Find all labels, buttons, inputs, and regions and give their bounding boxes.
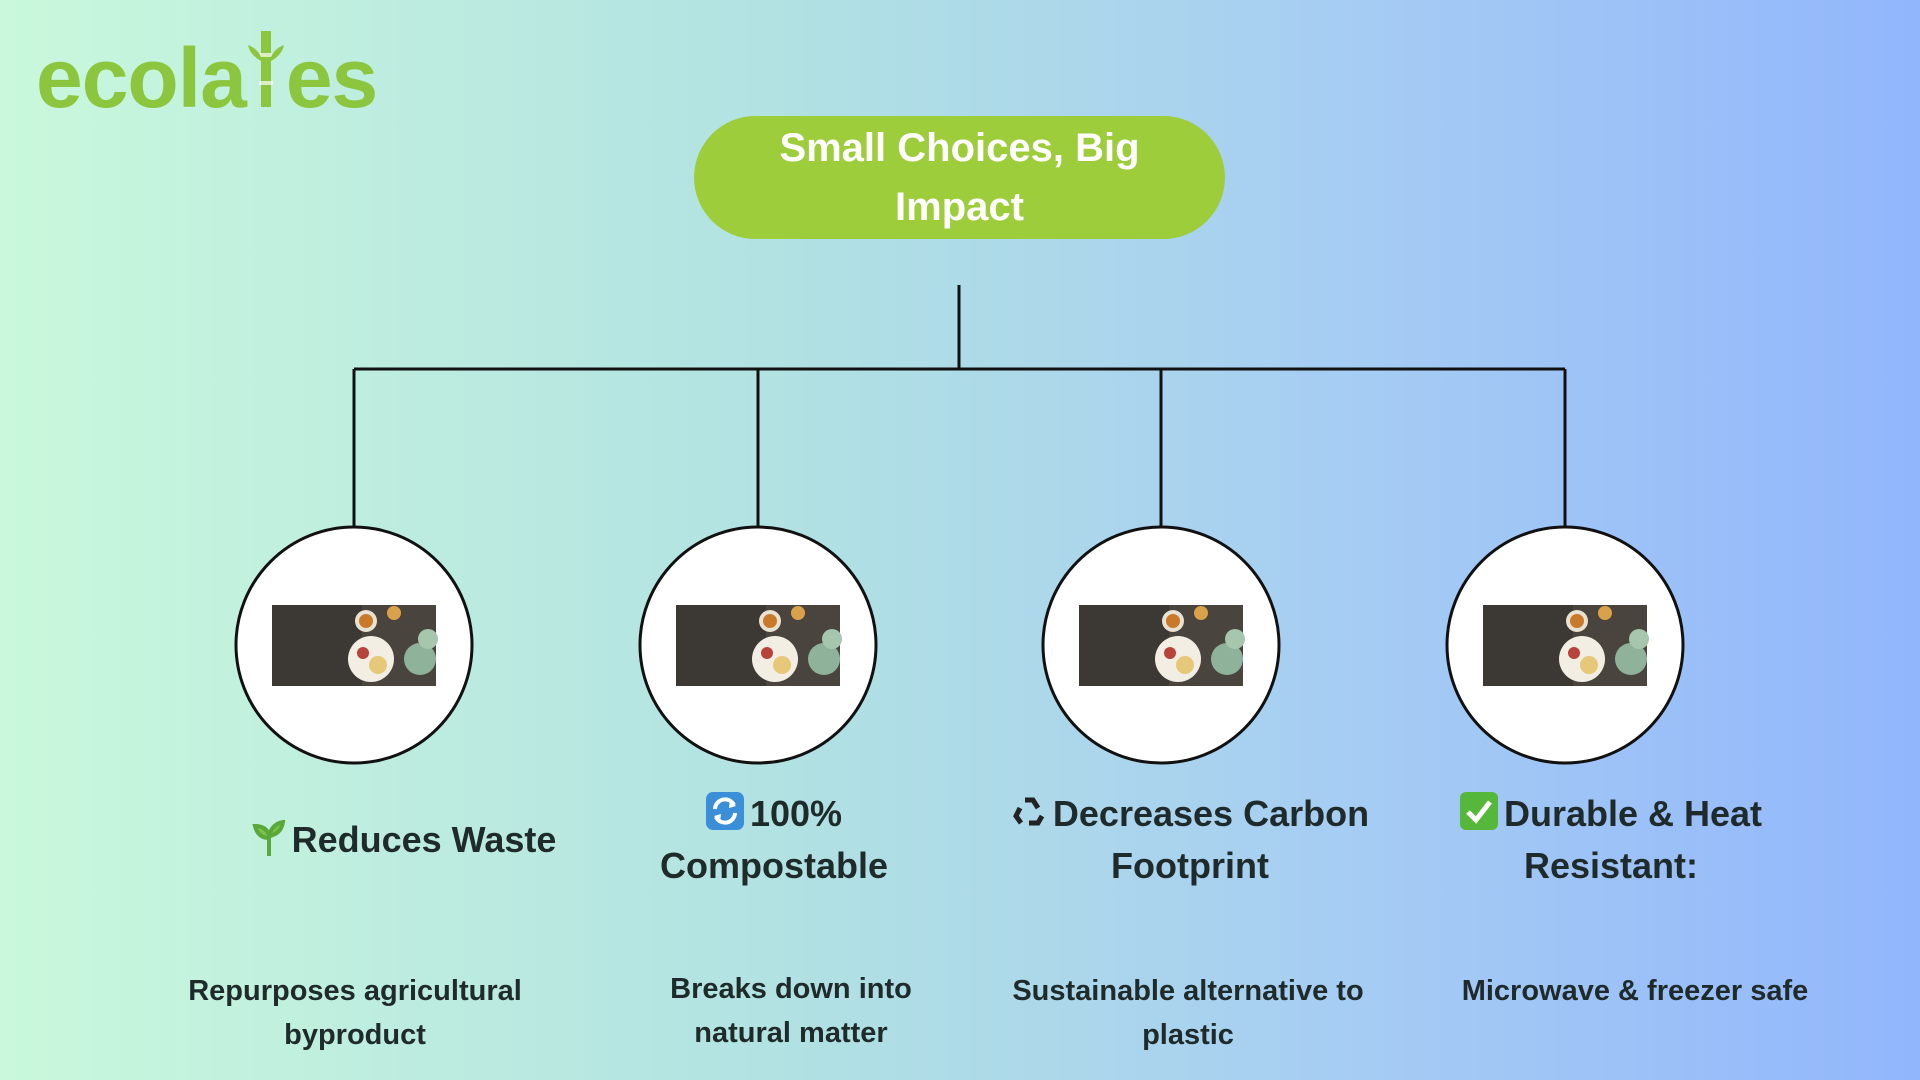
photo-bowl xyxy=(387,606,401,620)
photo-wood xyxy=(1079,605,1169,686)
item-photo xyxy=(1079,605,1245,686)
photo-bowl xyxy=(1166,614,1180,628)
item-heading: 100% Compostable xyxy=(634,788,914,892)
photo-food xyxy=(761,647,773,659)
photo-bowl xyxy=(359,614,373,628)
item-description: Breaks down into natural matter xyxy=(670,973,912,1049)
item-heading: Reduces Waste xyxy=(204,814,604,866)
heading-text: Reduces Waste xyxy=(291,819,557,860)
photo-plate xyxy=(1559,636,1605,682)
photo-leaves xyxy=(1629,629,1649,649)
photo-wood xyxy=(676,605,766,686)
photo-leaves xyxy=(418,629,438,649)
photo-food xyxy=(773,656,791,674)
item-description: Microwave & freezer safe xyxy=(1461,975,1809,1007)
photo-bowl xyxy=(1598,606,1612,620)
heading-text: Decreases Carbon Footprint xyxy=(1052,793,1370,886)
photo-leaves xyxy=(1615,643,1647,675)
photo-leaves xyxy=(1225,629,1245,649)
photo-food xyxy=(1176,656,1194,674)
photo-leaves xyxy=(1211,643,1243,675)
photo-plate xyxy=(348,636,394,682)
photo-food xyxy=(1568,647,1580,659)
title: Small Choices, Big Impact xyxy=(779,125,1140,229)
heading-text: 100% Compostable xyxy=(659,793,889,886)
heading-text: Durable & Heat Resistant: xyxy=(1503,793,1763,886)
logo: ecola es xyxy=(36,30,378,127)
item-photo xyxy=(1483,605,1649,686)
photo-leaves xyxy=(808,643,840,675)
photo-food xyxy=(1164,647,1176,659)
item-description: Repurposes agricultural byproduct xyxy=(188,975,522,1051)
item-photo xyxy=(272,605,438,686)
item-description: Sustainable alternative to plastic xyxy=(1012,975,1364,1051)
photo-food xyxy=(1580,656,1598,674)
logo-text: es xyxy=(285,31,378,125)
photo-wood xyxy=(272,605,362,686)
photo-wood xyxy=(1483,605,1573,686)
photo-food xyxy=(369,656,387,674)
photo-food xyxy=(357,647,369,659)
photo-plate xyxy=(752,636,798,682)
title-pill: Small Choices, Big Impact xyxy=(694,116,1225,239)
item-photo xyxy=(676,605,842,686)
photo-plate xyxy=(1155,636,1201,682)
photo-bowl xyxy=(1194,606,1208,620)
photo-bowl xyxy=(763,614,777,628)
item-heading: Decreases Carbon Footprint xyxy=(980,788,1400,892)
photo-leaves xyxy=(404,643,436,675)
logo-text: ecola xyxy=(36,31,247,125)
photo-bowl xyxy=(1570,614,1584,628)
logo-bamboo xyxy=(247,31,284,107)
item-heading: Durable & Heat Resistant: xyxy=(1456,788,1766,892)
photo-leaves xyxy=(822,629,842,649)
photo-bowl xyxy=(791,606,805,620)
